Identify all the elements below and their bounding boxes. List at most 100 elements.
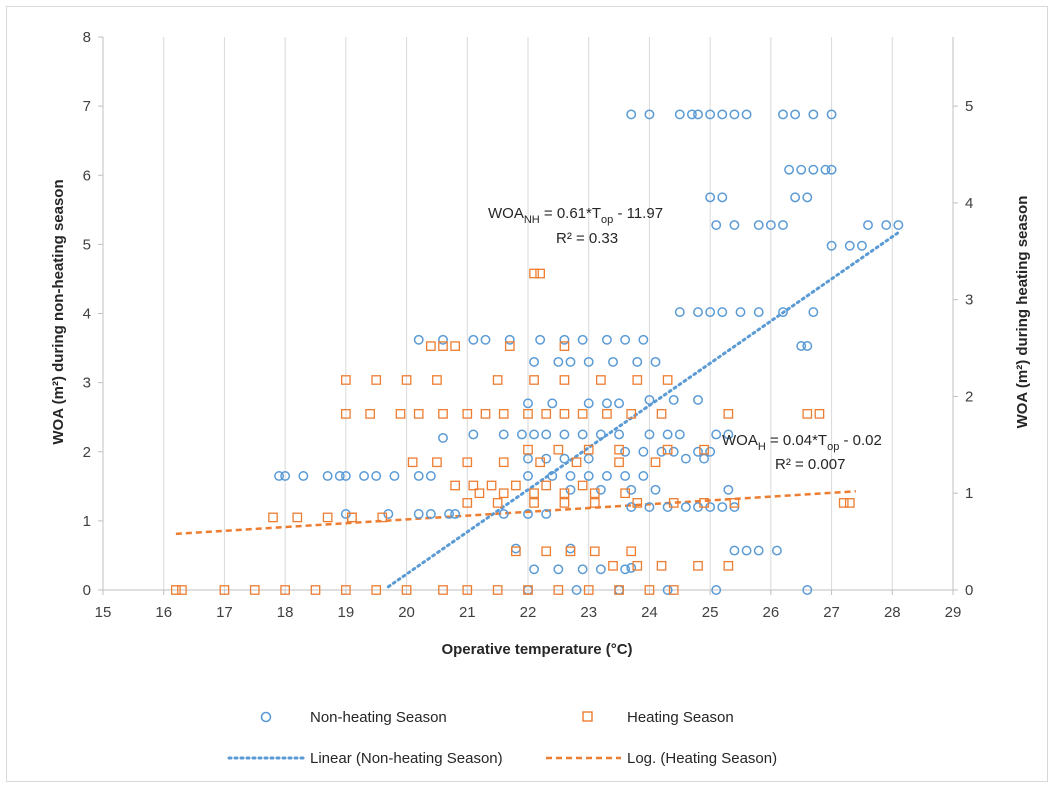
point-heating <box>626 546 637 557</box>
point-heating <box>571 457 582 468</box>
point-non-heating <box>808 164 819 175</box>
eq-h-end: - 0.02 <box>839 432 882 449</box>
eq-h-sub: H <box>758 441 766 453</box>
y-tick-label: 8 <box>83 29 91 46</box>
point-heating <box>559 375 570 385</box>
point-non-heating <box>674 109 685 120</box>
y2-tick-label: 2 <box>965 388 973 405</box>
y2-tick-label: 3 <box>965 292 973 309</box>
y-tick-label: 3 <box>83 375 91 392</box>
point-non-heating <box>674 429 685 440</box>
point-non-heating <box>298 470 309 481</box>
point-heating <box>310 585 321 595</box>
point-heating <box>529 268 539 279</box>
point-heating <box>438 409 448 419</box>
point-non-heating <box>802 341 813 351</box>
point-heating <box>371 585 382 595</box>
x-tick-label: 20 <box>398 604 415 621</box>
point-non-heating <box>729 545 740 556</box>
point-non-heating <box>680 453 691 464</box>
point-non-heating <box>790 109 801 120</box>
point-non-heating <box>686 109 697 120</box>
point-non-heating <box>601 398 612 409</box>
point-non-heating <box>705 307 716 318</box>
point-heating <box>498 457 509 468</box>
point-non-heating <box>808 307 819 318</box>
point-heating <box>438 585 448 595</box>
point-non-heating <box>881 220 892 230</box>
point-non-heating <box>523 509 533 519</box>
point-non-heating <box>577 564 588 575</box>
point-heating <box>171 585 181 595</box>
trendlines <box>175 231 900 589</box>
point-heating <box>565 546 576 557</box>
r2-heating: R² = 0.007 <box>775 456 845 473</box>
point-non-heating <box>620 334 631 345</box>
point-heating <box>723 409 734 419</box>
point-non-heating <box>778 307 788 318</box>
point-heating <box>395 409 406 419</box>
y-tick-label: 5 <box>83 236 91 253</box>
point-heating <box>541 480 552 491</box>
point-non-heating <box>765 220 776 230</box>
point-heating <box>371 375 382 385</box>
point-non-heating <box>638 470 649 481</box>
point-non-heating <box>595 564 606 575</box>
x-tick-label: 17 <box>216 604 233 621</box>
point-heating <box>535 457 545 468</box>
point-non-heating <box>541 509 552 519</box>
y-tick-label: 4 <box>83 306 91 323</box>
point-heating <box>529 488 539 499</box>
point-non-heating <box>577 429 588 440</box>
x-tick-label: 21 <box>459 604 476 621</box>
point-heating <box>614 457 624 468</box>
point-non-heating <box>438 432 448 443</box>
point-non-heating <box>784 164 795 175</box>
point-heating <box>577 480 588 491</box>
point-heating <box>177 585 187 595</box>
point-non-heating <box>741 109 752 120</box>
point-non-heating <box>559 334 570 345</box>
point-heating <box>347 512 357 523</box>
point-heating <box>668 585 679 595</box>
x-tick-label: 29 <box>945 604 962 621</box>
point-heating <box>438 341 448 351</box>
point-non-heating <box>529 429 540 440</box>
point-heating <box>504 341 515 351</box>
point-non-heating <box>510 543 521 554</box>
point-non-heating <box>626 109 637 120</box>
point-heating <box>523 444 533 455</box>
point-heating <box>280 585 290 595</box>
y2-axis-title: WOA (m²) during heating season <box>1014 196 1031 429</box>
point-heating <box>450 341 460 351</box>
point-non-heating <box>626 562 637 573</box>
point-heating <box>589 498 600 508</box>
point-non-heating <box>705 109 716 120</box>
point-heating <box>626 409 637 419</box>
point-heating <box>620 488 630 499</box>
point-non-heating <box>802 192 813 203</box>
point-non-heating <box>674 307 685 318</box>
point-non-heating <box>535 334 546 345</box>
point-heating <box>644 585 655 595</box>
point-non-heating <box>516 429 527 440</box>
point-non-heating <box>717 502 728 512</box>
point-non-heating <box>608 356 618 367</box>
point-non-heating <box>680 502 691 512</box>
point-heating <box>219 585 230 595</box>
point-non-heating <box>529 564 540 575</box>
point-non-heating <box>541 429 552 440</box>
point-non-heating <box>778 109 788 120</box>
point-non-heating <box>632 356 643 367</box>
point-heating <box>608 560 618 571</box>
point-non-heating <box>741 545 752 556</box>
point-heating <box>844 498 855 508</box>
y-tick-label: 0 <box>83 582 91 599</box>
point-non-heating <box>565 543 576 554</box>
point-heating <box>341 375 351 385</box>
trend-equation-non-heating: WOANH = 0.61*Top - 11.97 <box>488 205 663 226</box>
point-non-heating <box>790 192 801 203</box>
point-non-heating <box>705 446 716 457</box>
point-non-heating <box>468 334 479 345</box>
eq-nh-sub2: op <box>601 214 613 226</box>
